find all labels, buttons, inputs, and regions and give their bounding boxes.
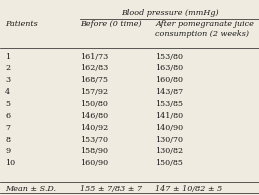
- Text: 155 ± 7/83 ± 7: 155 ± 7/83 ± 7: [80, 185, 142, 193]
- Text: 146/80: 146/80: [80, 112, 109, 120]
- Text: 140/92: 140/92: [80, 124, 109, 132]
- Text: 2: 2: [5, 65, 10, 73]
- Text: 153/80: 153/80: [155, 53, 183, 61]
- Text: 1: 1: [5, 53, 10, 61]
- Text: 157/92: 157/92: [80, 88, 109, 96]
- Text: 160/90: 160/90: [80, 159, 109, 167]
- Text: 130/82: 130/82: [155, 147, 184, 155]
- Text: 130/70: 130/70: [155, 136, 183, 144]
- Text: Blood pressure (mmHg): Blood pressure (mmHg): [121, 9, 218, 17]
- Text: 161/73: 161/73: [80, 53, 109, 61]
- Text: 4: 4: [5, 88, 10, 96]
- Text: 162/83: 162/83: [80, 65, 109, 73]
- Text: 9: 9: [5, 147, 10, 155]
- Text: 140/90: 140/90: [155, 124, 184, 132]
- Text: 10: 10: [5, 159, 15, 167]
- Text: 3: 3: [5, 76, 10, 84]
- Text: 163/80: 163/80: [155, 65, 184, 73]
- Text: 158/90: 158/90: [80, 147, 108, 155]
- Text: 150/85: 150/85: [155, 159, 183, 167]
- Text: 147 ± 10/82 ± 5: 147 ± 10/82 ± 5: [155, 185, 223, 193]
- Text: 143/87: 143/87: [155, 88, 184, 96]
- Text: 150/80: 150/80: [80, 100, 108, 108]
- Text: 141/80: 141/80: [155, 112, 184, 120]
- Text: Patients: Patients: [5, 20, 38, 28]
- Text: 168/75: 168/75: [80, 76, 108, 84]
- Text: 6: 6: [5, 112, 10, 120]
- Text: 160/80: 160/80: [155, 76, 183, 84]
- Text: After pomegranate juice
consumption (2 weeks): After pomegranate juice consumption (2 w…: [155, 20, 254, 38]
- Text: Mean ± S.D.: Mean ± S.D.: [5, 185, 56, 193]
- Text: 8: 8: [5, 136, 10, 144]
- Text: 153/85: 153/85: [155, 100, 183, 108]
- Text: 153/70: 153/70: [80, 136, 108, 144]
- Text: Before (0 time): Before (0 time): [80, 20, 142, 28]
- Text: 7: 7: [5, 124, 10, 132]
- Text: 5: 5: [5, 100, 10, 108]
